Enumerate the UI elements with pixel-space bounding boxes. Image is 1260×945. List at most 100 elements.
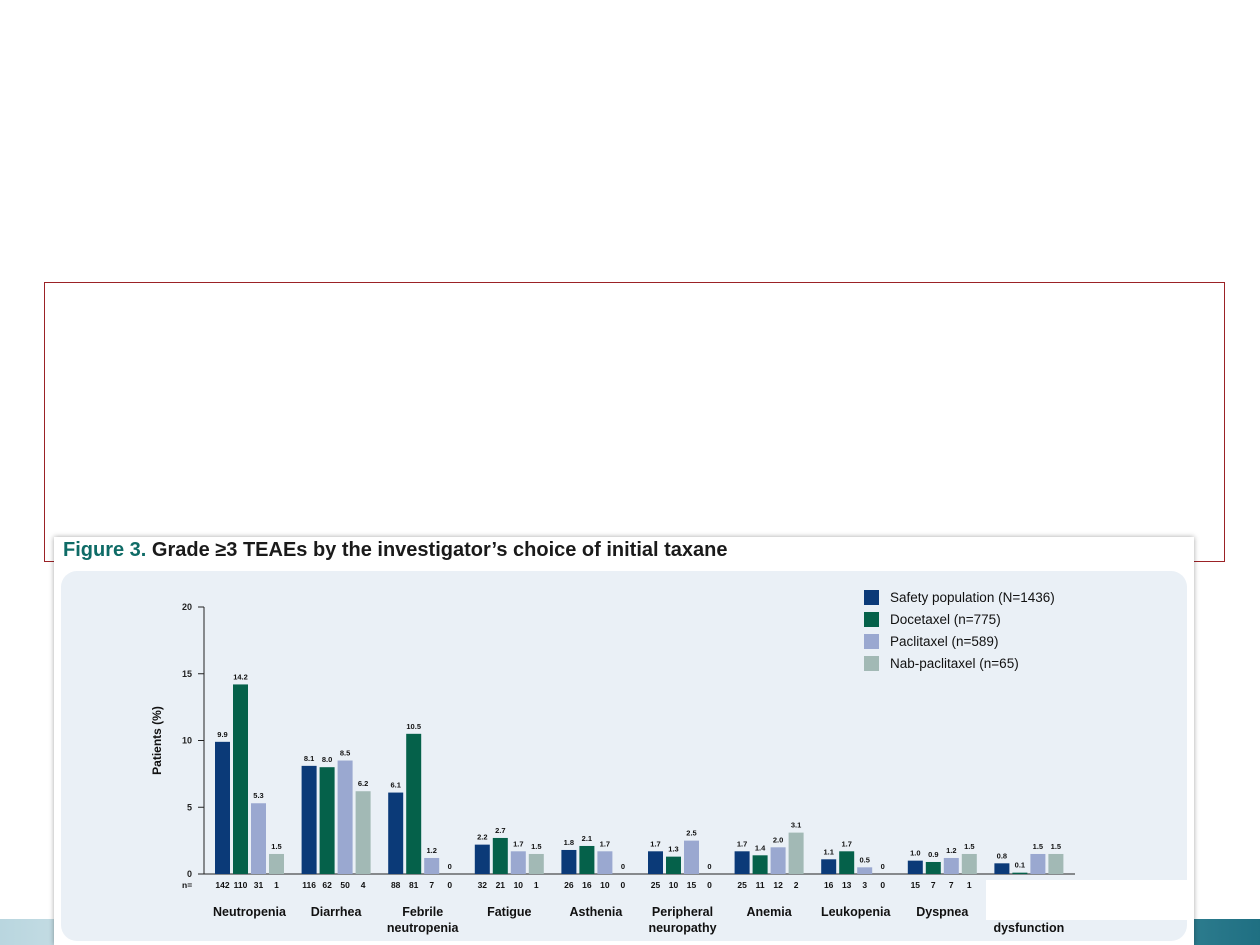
bar-value-label: 2.0 <box>773 835 783 844</box>
chart-background <box>61 571 1187 941</box>
n-count-label: 4 <box>361 880 366 890</box>
bar <box>943 857 959 874</box>
n-count-label: 15 <box>911 880 921 890</box>
n-count-label: 88 <box>391 880 401 890</box>
n-count-label: 116 <box>302 880 316 890</box>
bar-value-label: 10.5 <box>406 722 421 731</box>
bar-value-label: 0 <box>707 862 711 871</box>
legend-entry: Safety population (N=1436) <box>890 590 1055 605</box>
n-count-label: 7 <box>931 880 936 890</box>
legend-entry: Docetaxel (n=775) <box>890 612 1001 627</box>
bar <box>474 844 490 874</box>
bar-value-label: 1.0 <box>910 849 920 858</box>
n-count-label: 13 <box>842 880 852 890</box>
bar <box>925 861 941 874</box>
bar-value-label: 0 <box>448 862 452 871</box>
bar-value-label: 6.2 <box>358 779 368 788</box>
category-label: neutropenia <box>387 921 460 935</box>
n-count-label: 25 <box>737 880 747 890</box>
bar-value-label: 0.9 <box>928 850 938 859</box>
legend-swatch <box>864 656 879 671</box>
category-label: Leukopenia <box>821 905 892 919</box>
bar-value-label: 9.9 <box>217 730 227 739</box>
n-count-label: 0 <box>707 880 712 890</box>
bar <box>1048 853 1064 874</box>
bar <box>406 733 422 874</box>
y-tick-label: 15 <box>182 669 192 679</box>
bar-value-label: 14.2 <box>233 672 248 681</box>
bar <box>355 791 371 874</box>
bar <box>597 851 613 874</box>
bar <box>510 851 526 874</box>
figure-label: Figure 3. <box>63 539 147 561</box>
category-label: dysfunction <box>993 921 1064 935</box>
y-tick-label: 5 <box>187 802 192 812</box>
legend-swatch <box>864 612 879 627</box>
bar <box>337 760 353 874</box>
n-row-label: n= <box>182 880 192 890</box>
y-tick-label: 20 <box>182 602 192 612</box>
n-count-label: 1 <box>534 880 539 890</box>
bar <box>492 837 508 874</box>
n-count-label: 10 <box>514 880 524 890</box>
bar <box>233 684 248 874</box>
n-count-label: 7 <box>949 880 954 890</box>
bar <box>734 851 750 874</box>
bar <box>579 845 595 874</box>
bar-value-label: 2.5 <box>686 829 696 838</box>
bar <box>215 741 230 874</box>
bar-value-label: 1.7 <box>513 839 523 848</box>
n-count-label: 11 <box>756 880 765 890</box>
bar-value-label: 1.5 <box>1051 842 1061 851</box>
n-count-label: 142 <box>215 880 229 890</box>
category-label: neuropathy <box>648 921 716 935</box>
bar-value-label: 3.1 <box>791 821 801 830</box>
n-count-label: 0 <box>621 880 626 890</box>
n-count-label: 62 <box>322 880 332 890</box>
bar-value-label: 1.5 <box>964 842 974 851</box>
figure-panel: Figure 3. Grade ≥3 TEAEs by the investig… <box>54 537 1194 945</box>
bar-value-label: 5.3 <box>253 791 263 800</box>
bar <box>666 856 681 874</box>
bar-value-label: 1.5 <box>531 842 541 851</box>
n-count-label: 110 <box>234 880 248 890</box>
legend-swatch <box>864 590 879 605</box>
legend-entry: Paclitaxel (n=589) <box>890 634 998 649</box>
bar-value-label: 1.5 <box>1033 842 1043 851</box>
n-count-label: 16 <box>582 880 592 890</box>
bar <box>1012 872 1028 874</box>
category-label: Asthenia <box>570 905 624 919</box>
n-count-label: 2 <box>794 880 799 890</box>
n-count-label: 15 <box>687 880 697 890</box>
bar <box>907 860 923 874</box>
category-label: Anemia <box>747 905 793 919</box>
figure-title-text: Grade ≥3 TEAEs by the investigator’s cho… <box>151 539 728 561</box>
category-label: Diarrhea <box>311 905 363 919</box>
n-count-label: 7 <box>429 880 434 890</box>
n-count-label: 1 <box>274 880 279 890</box>
bar-value-label: 0.1 <box>1015 861 1025 870</box>
n-count-label: 3 <box>862 880 867 890</box>
bar-value-label: 6.1 <box>390 781 400 790</box>
n-count-label: 21 <box>496 880 506 890</box>
n-count-label: 10 <box>600 880 610 890</box>
bar <box>561 849 577 874</box>
bar-value-label: 0 <box>881 862 885 871</box>
n-count-label: 0 <box>447 880 452 890</box>
bar <box>301 765 317 874</box>
bar-value-label: 2.7 <box>495 826 505 835</box>
bar <box>528 853 544 874</box>
bar-value-label: 0 <box>621 862 625 871</box>
n-count-label: 12 <box>773 880 783 890</box>
bar <box>388 792 404 874</box>
bar-value-label: 8.0 <box>322 755 332 764</box>
bar-value-label: 1.8 <box>564 838 574 847</box>
bar-value-label: 8.1 <box>304 754 314 763</box>
bar-value-label: 1.5 <box>271 842 281 851</box>
category-label: Peripheral <box>652 905 713 919</box>
bar-value-label: 0.5 <box>859 855 869 864</box>
bar <box>994 863 1010 874</box>
category-label: Neutropenia <box>213 905 287 919</box>
bar <box>961 853 977 874</box>
bar-value-label: 1.7 <box>841 839 851 848</box>
